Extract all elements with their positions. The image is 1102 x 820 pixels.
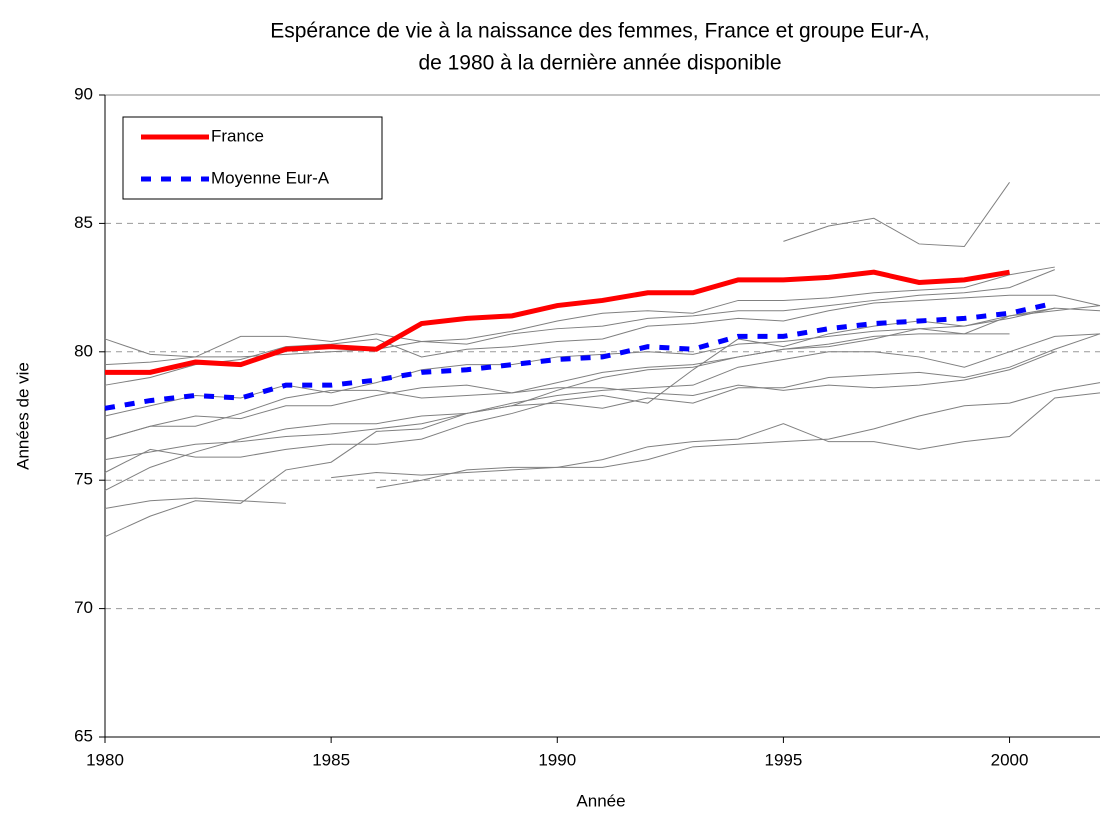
y-tick-label: 75 bbox=[74, 470, 93, 489]
y-tick-label: 65 bbox=[74, 726, 93, 745]
y-tick-label: 90 bbox=[74, 84, 93, 103]
x-axis-label: Année bbox=[576, 791, 625, 810]
country-line bbox=[104, 333, 1010, 538]
y-tick-label: 70 bbox=[74, 598, 93, 617]
country-line bbox=[104, 333, 1101, 461]
x-tick-label: 1990 bbox=[538, 750, 576, 769]
legend-label: Moyenne Eur-A bbox=[211, 168, 330, 187]
country-line bbox=[104, 307, 1055, 473]
series-line bbox=[104, 300, 1056, 411]
chart-title: de 1980 à la dernière année disponible bbox=[418, 52, 781, 75]
x-tick-label: 1980 bbox=[86, 750, 124, 769]
x-tick-label: 1995 bbox=[764, 750, 802, 769]
chart-title: Espérance de vie à la naissance des femm… bbox=[270, 20, 930, 43]
country-line bbox=[783, 182, 1010, 248]
country-line bbox=[104, 333, 1101, 491]
y-tick-label: 85 bbox=[74, 213, 93, 232]
country-line bbox=[104, 294, 1101, 386]
y-tick-label: 80 bbox=[74, 341, 93, 360]
legend: France Moyenne Eur-A bbox=[122, 116, 383, 200]
series-line bbox=[105, 269, 1010, 375]
country-line bbox=[331, 382, 1101, 479]
country-line bbox=[104, 497, 286, 509]
x-tick-label: 2000 bbox=[991, 750, 1029, 769]
country-line bbox=[104, 351, 1055, 440]
country-line bbox=[104, 266, 1055, 366]
y-axis-label: Années de vie bbox=[13, 362, 32, 470]
country-line bbox=[376, 392, 1101, 489]
x-tick-label: 1985 bbox=[312, 750, 350, 769]
legend-label: France bbox=[211, 126, 264, 145]
country-line bbox=[104, 305, 1101, 440]
legend-box bbox=[122, 116, 383, 200]
